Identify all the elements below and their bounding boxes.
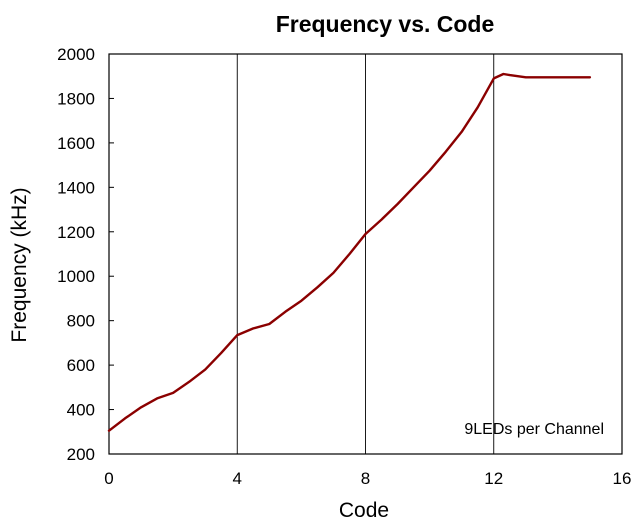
x-tick-label: 16 — [613, 469, 632, 488]
x-tick-label: 0 — [104, 469, 113, 488]
y-axis-label: Frequency (kHz) — [8, 187, 31, 342]
y-tick-label: 1800 — [57, 89, 95, 108]
y-tick-label: 800 — [67, 312, 95, 331]
y-tick-label: 2000 — [57, 45, 95, 64]
series-group — [107, 72, 592, 432]
y-tick-label: 1000 — [57, 267, 95, 286]
plot-frame — [108, 53, 623, 455]
x-axis-ticks: 0 4 8 12 16 — [104, 469, 631, 488]
y-tick-label: 400 — [67, 401, 95, 420]
chart-title: Frequency vs. Code — [276, 11, 495, 37]
x-tick-label: 4 — [233, 469, 242, 488]
chart-annotation: 9LEDs per Channel — [464, 421, 604, 438]
y-tick-label: 1600 — [57, 134, 95, 153]
x-tick-label: 12 — [484, 469, 503, 488]
y-tick-label: 1400 — [57, 178, 95, 197]
grid-lines — [236, 54, 495, 454]
series-line — [107, 72, 592, 432]
y-tick-label: 1200 — [57, 223, 95, 242]
y-tick-label: 200 — [67, 445, 95, 464]
y-axis-ticks: 200 400 600 800 1000 1200 1400 1600 1800 2000 — [57, 45, 114, 464]
x-axis-label: Code — [339, 499, 389, 522]
x-tick-label: 8 — [361, 469, 370, 488]
y-tick-label: 600 — [67, 356, 95, 375]
